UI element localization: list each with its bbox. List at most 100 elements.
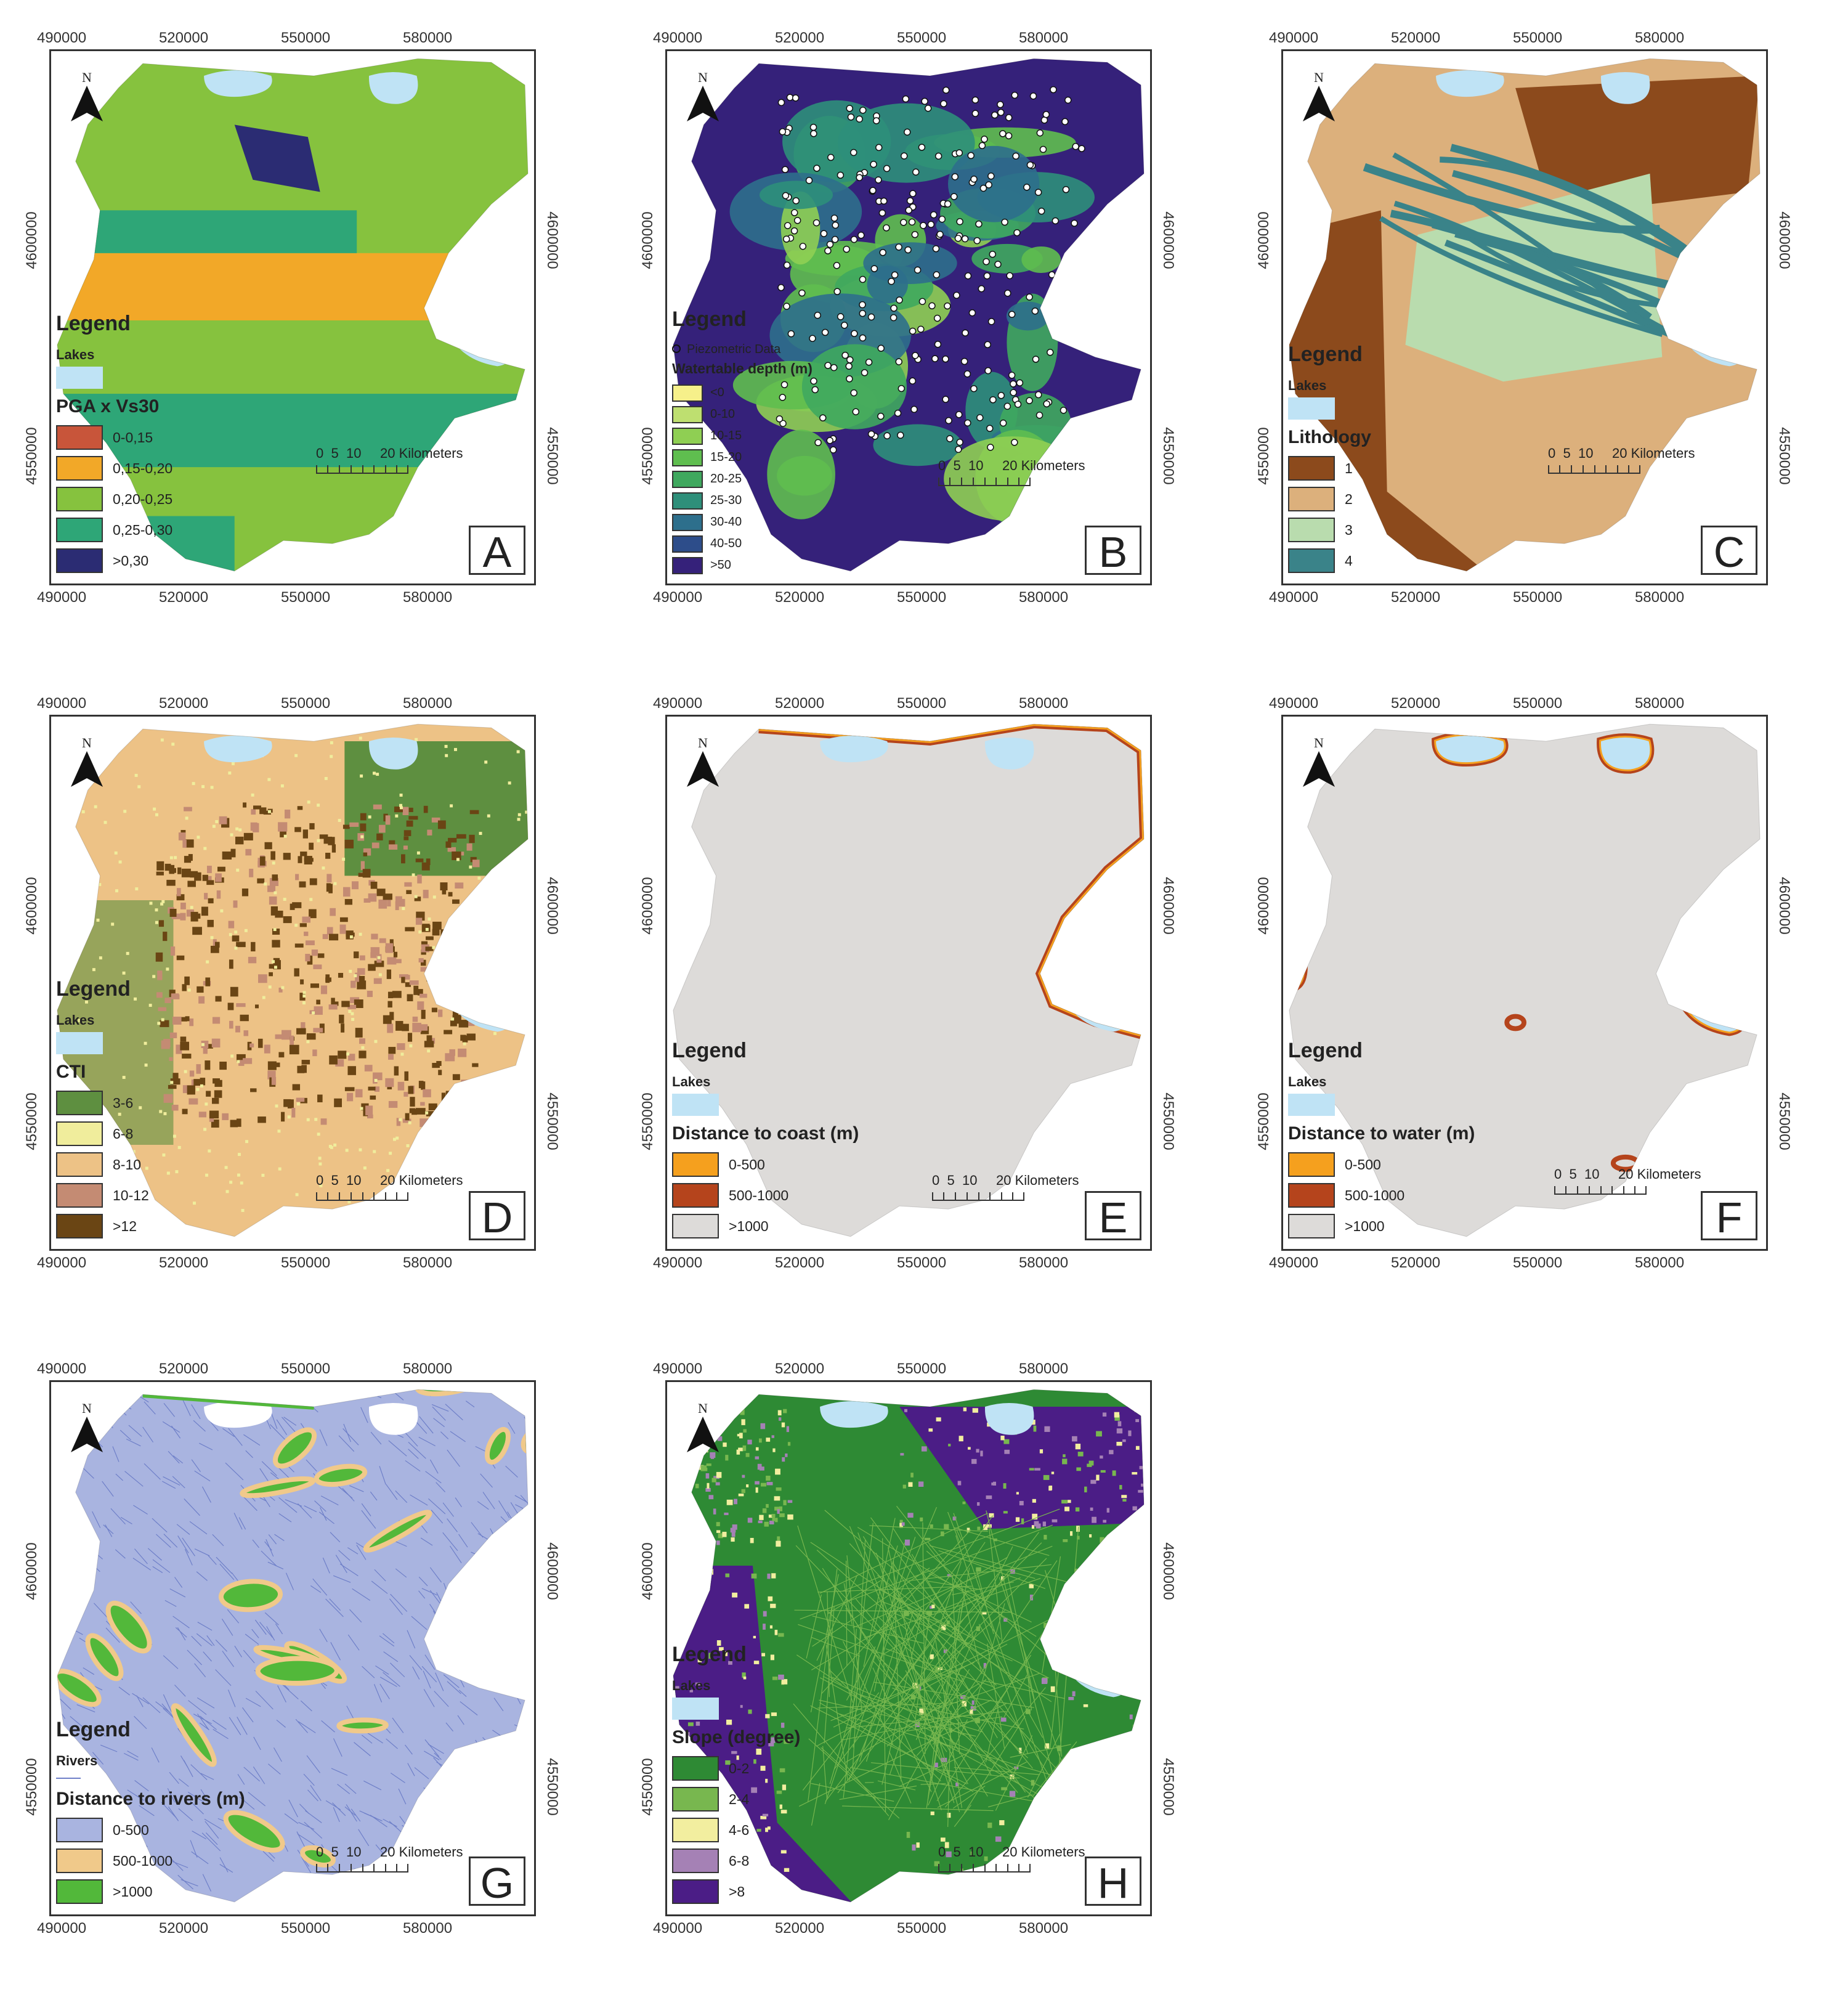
- cti-cell: [331, 998, 335, 1006]
- slope-cell: [742, 1474, 745, 1478]
- river-line: [423, 1670, 431, 1689]
- river-line: [100, 1744, 118, 1752]
- river-line: [105, 1627, 120, 1643]
- slope-cell: [907, 1515, 994, 1635]
- river-line: [287, 1389, 302, 1398]
- river-line: [360, 1407, 368, 1423]
- river-line: [503, 1537, 514, 1550]
- river-line: [331, 1768, 348, 1776]
- slope-cell: [743, 1429, 747, 1433]
- piezometric-point: [843, 245, 850, 253]
- river-line: [206, 1635, 215, 1646]
- piezometric-point: [905, 206, 912, 214]
- river-line: [435, 1672, 444, 1691]
- piezometric-point: [865, 359, 873, 366]
- cti-cell: [351, 1012, 354, 1015]
- river-distance-zone: [521, 1426, 529, 1455]
- slope-cell: [715, 1482, 720, 1486]
- river-line: [488, 1668, 504, 1681]
- scale-ruler: [316, 1863, 408, 1873]
- y-tick-right: 4550000: [1160, 1092, 1177, 1150]
- piezometric-point: [933, 271, 940, 279]
- cti-cell: [331, 1225, 335, 1229]
- slope-cell: [1045, 1825, 1050, 1830]
- cti-cell: [301, 1060, 310, 1065]
- cti-cell: [399, 793, 403, 797]
- slope-cell: [845, 1560, 848, 1666]
- slope-cell: [916, 1842, 920, 1848]
- legend-class-label: 0,25-0,30: [113, 521, 173, 538]
- river-line: [76, 1389, 90, 1399]
- river-line: [501, 1651, 512, 1667]
- cti-cell: [456, 834, 466, 839]
- legend-class: 8-10: [56, 1149, 149, 1180]
- x-tick-top: 490000: [1268, 30, 1319, 46]
- cti-cell: [301, 1022, 306, 1032]
- legend-swatch: [672, 1848, 719, 1873]
- slope-cell: [1063, 1454, 1066, 1458]
- cti-cell: [403, 1092, 408, 1097]
- slope-cell: [736, 1449, 740, 1455]
- river-line: [127, 1751, 139, 1758]
- river-line: [228, 1912, 235, 1914]
- slope-cell: [780, 1850, 787, 1854]
- cti-cell: [166, 879, 176, 886]
- river-line: [83, 1468, 94, 1479]
- slope-cell: [852, 1598, 901, 1748]
- slope-cell: [899, 1752, 970, 1787]
- slope-cell: [942, 1699, 992, 1723]
- slope-cell: [936, 1417, 941, 1421]
- cti-cell: [249, 1043, 254, 1047]
- river-line: [503, 1837, 513, 1854]
- river-line: [390, 1593, 408, 1612]
- cti-cell: [294, 827, 301, 832]
- x-tick-top: 520000: [774, 1360, 825, 1377]
- river-line: [525, 1838, 529, 1847]
- cti-cell: [409, 1108, 416, 1113]
- piezometric-point: [906, 197, 914, 205]
- river-line: [458, 1534, 468, 1548]
- slope-cell: [1063, 1539, 1068, 1542]
- river-line: [191, 1404, 201, 1420]
- slope-cell: [855, 1598, 1018, 1793]
- scale-label: 5: [1563, 445, 1571, 461]
- cti-cell: [169, 908, 177, 917]
- slope-cell: [916, 1678, 987, 1756]
- piezometric-point: [936, 230, 944, 238]
- slope-cell: [767, 1826, 771, 1830]
- slope-cell: [901, 1522, 905, 1526]
- cti-cell: [237, 1173, 240, 1177]
- cti-cell: [360, 823, 367, 832]
- slope-cell: [1095, 1771, 1101, 1777]
- cti-cell: [240, 1181, 243, 1185]
- piezometric-point: [867, 313, 875, 321]
- river-line: [162, 1421, 180, 1433]
- piezometric-point: [879, 249, 886, 256]
- cti-cell: [317, 1133, 320, 1136]
- cti-cell: [444, 744, 448, 748]
- river-line: [115, 1549, 126, 1559]
- piezometric-point: [792, 197, 800, 205]
- cti-cell: [427, 1049, 431, 1053]
- cti-cell: [160, 902, 164, 906]
- river-line: [424, 1654, 436, 1670]
- slope-cell: [779, 1768, 785, 1773]
- cti-cell: [326, 927, 333, 935]
- cti-cell: [409, 1044, 413, 1047]
- legend-subtitle: Distance to rivers (m): [56, 1789, 245, 1809]
- slope-cell: [771, 1737, 776, 1743]
- cti-cell: [388, 1054, 394, 1060]
- cti-cell: [448, 892, 453, 897]
- slope-cell: [1077, 1452, 1084, 1457]
- map-panel-b: 490000 520000 550000 580000 490000 52000…: [616, 0, 1177, 628]
- slope-cell: [1076, 1467, 1081, 1471]
- river-line: [234, 1645, 242, 1657]
- legend-lakes-label: Lakes: [56, 1012, 95, 1028]
- slope-cell: [924, 1537, 931, 1540]
- cti-cell: [205, 1060, 211, 1070]
- piezometric-point: [821, 328, 829, 336]
- river-line: [301, 1856, 312, 1873]
- slope-cell: [1122, 1776, 1129, 1783]
- north-arrow: N: [70, 1401, 104, 1457]
- piezometric-point: [1063, 331, 1070, 339]
